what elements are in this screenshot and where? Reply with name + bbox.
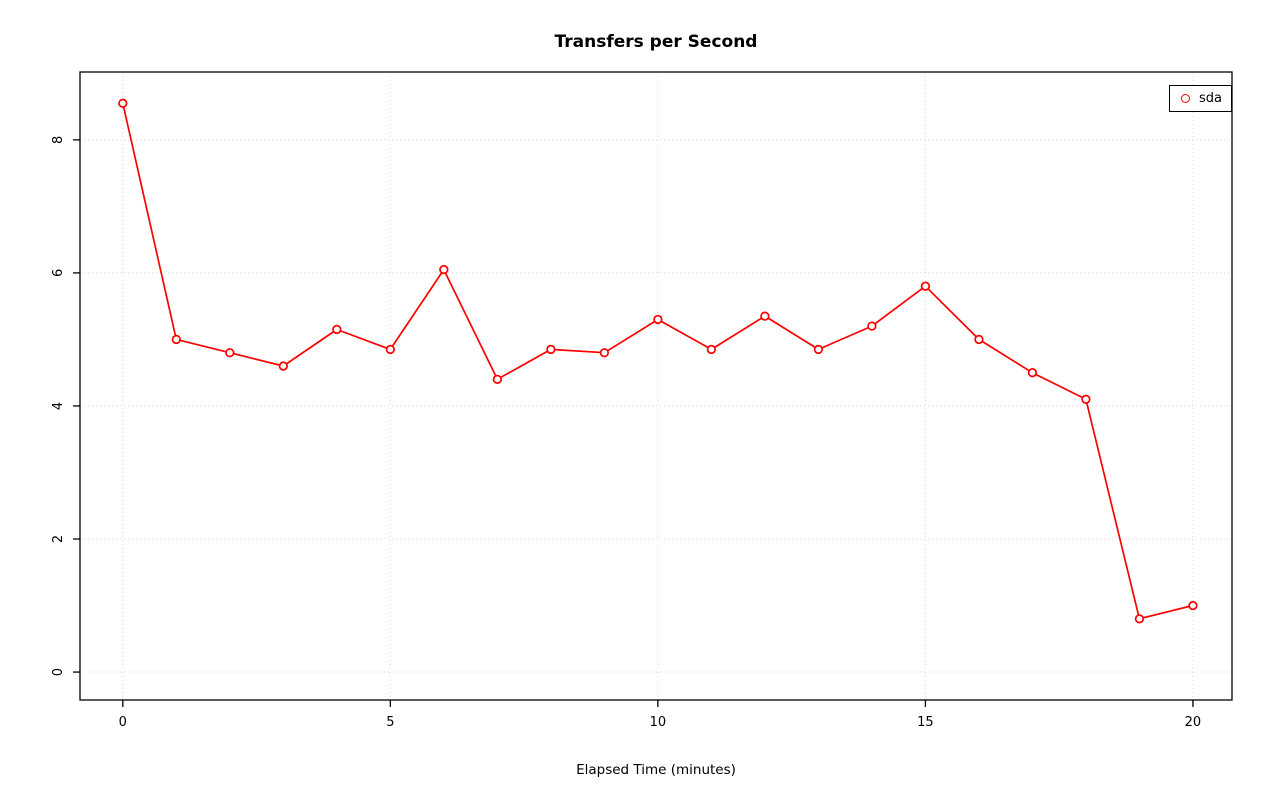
svg-text:8: 8 xyxy=(51,136,66,144)
svg-text:20: 20 xyxy=(1185,715,1202,730)
svg-text:0: 0 xyxy=(119,715,127,730)
x-axis-label: Elapsed Time (minutes) xyxy=(576,762,736,778)
svg-text:5: 5 xyxy=(386,715,394,730)
legend-label: sda xyxy=(1199,91,1222,106)
svg-text:0: 0 xyxy=(51,668,66,676)
svg-text:15: 15 xyxy=(917,715,934,730)
svg-text:6: 6 xyxy=(51,269,66,277)
svg-text:2: 2 xyxy=(51,535,66,543)
chart-title: Transfers per Second xyxy=(554,32,758,52)
svg-text:4: 4 xyxy=(51,402,66,410)
svg-text:10: 10 xyxy=(650,715,667,730)
legend-marker-icon xyxy=(1181,94,1190,103)
legend: sda xyxy=(1169,85,1232,112)
